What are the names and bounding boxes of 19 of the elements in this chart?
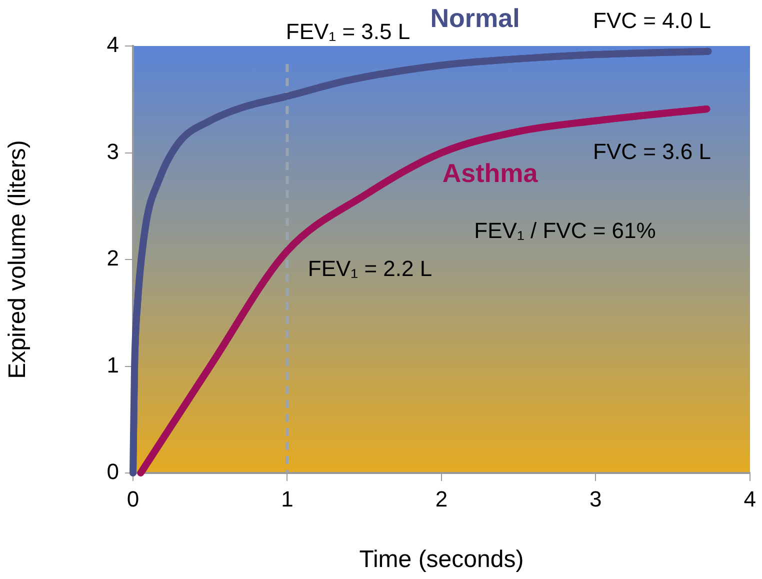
annotation: FEV₁ / FVC = 61% — [474, 218, 656, 244]
series-label: Normal — [430, 3, 520, 34]
x-tick-label: 3 — [590, 486, 602, 512]
y-tick-label: 4 — [106, 32, 119, 58]
x-tick-label: 4 — [744, 486, 756, 512]
x-tick-label: 0 — [126, 486, 140, 512]
annotation: FVC = 3.6 L — [592, 139, 712, 164]
y-axis-title: Expired volume (liters) — [4, 140, 32, 379]
text: FEV₁ = 3.5 L — [286, 19, 410, 44]
annotation: FEV₁ = 2.2 L — [308, 256, 432, 282]
x-tick-label: 2 — [435, 486, 448, 512]
series-label: Asthma — [442, 158, 538, 188]
y-tick-label: 0 — [106, 459, 119, 484]
y-tick-label: 2 — [106, 246, 119, 271]
x-axis-title: Time (seconds) — [359, 546, 524, 574]
y-tick-label: 1 — [106, 352, 119, 378]
y-tick-label: 3 — [106, 138, 119, 164]
x-tick-label: 1 — [281, 486, 294, 512]
text: FVC = 4.0 L — [592, 8, 712, 34]
